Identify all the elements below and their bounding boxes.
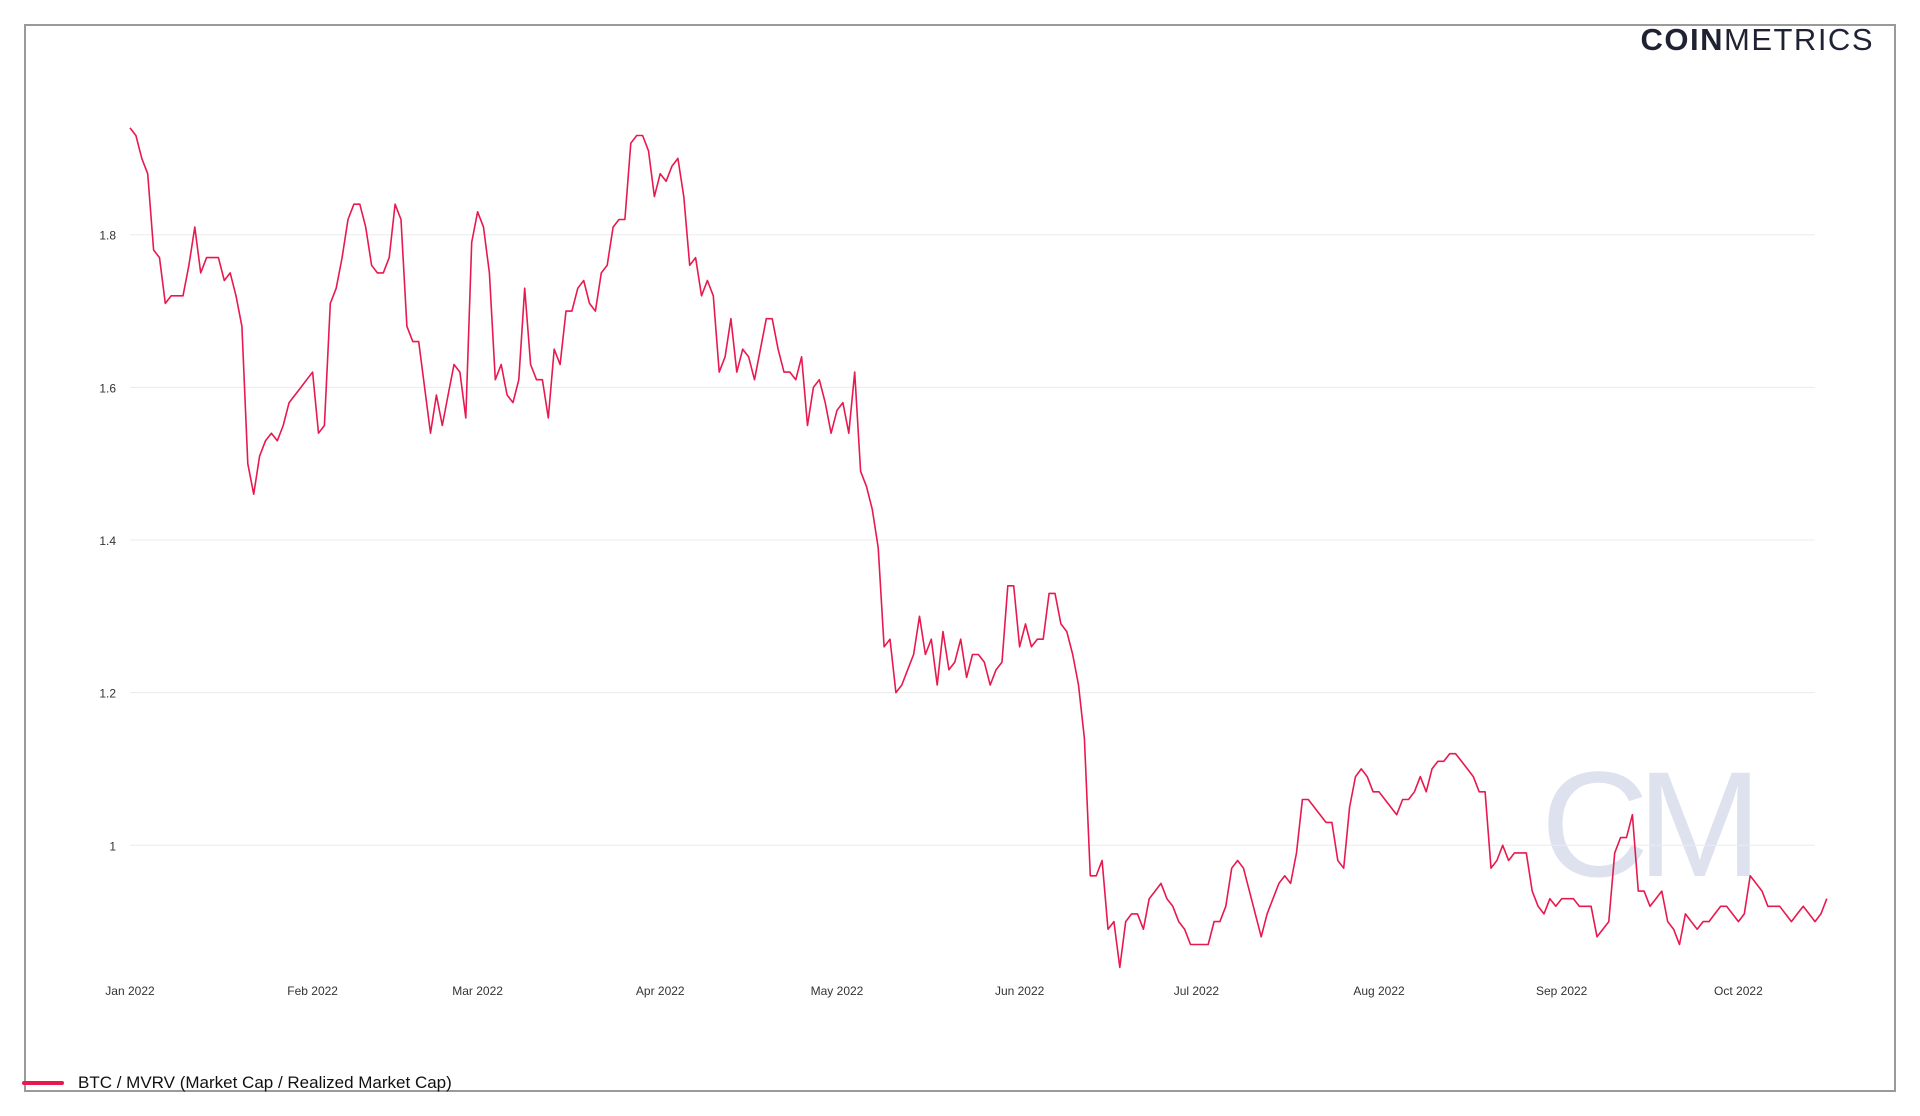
x-tick-label: Sep 2022 — [1536, 984, 1588, 998]
y-tick-label: 1.2 — [99, 687, 116, 701]
series-group — [129, 127, 1828, 969]
logo-light-text: METRICS — [1724, 22, 1874, 57]
x-tick-label: Jan 2022 — [105, 984, 155, 998]
x-tick-label: Jun 2022 — [995, 984, 1045, 998]
y-axis-ticks: 1.8 1.6 1.4 1.2 1 — [99, 229, 116, 854]
y-tick-label: 1 — [109, 839, 116, 853]
legend-label: BTC / MVRV (Market Cap / Realized Market… — [78, 1073, 452, 1092]
chart-frame — [24, 24, 1896, 1092]
x-tick-label: Mar 2022 — [452, 984, 503, 998]
legend-swatch — [22, 1081, 64, 1085]
legend[interactable]: BTC / MVRV (Market Cap / Realized Market… — [22, 1073, 452, 1093]
y-tick-label: 1.6 — [99, 381, 116, 395]
x-tick-label: May 2022 — [811, 984, 864, 998]
y-tick-label: 1.4 — [99, 534, 116, 548]
logo-bold-text: COIN — [1640, 22, 1724, 57]
x-tick-label: Aug 2022 — [1353, 984, 1405, 998]
y-tick-label: 1.8 — [99, 229, 116, 243]
watermark-logo: CM — [1540, 740, 1762, 908]
x-axis-ticks: Jan 2022 Feb 2022 Mar 2022 Apr 2022 May 2022… — [105, 984, 1763, 998]
x-tick-label: Apr 2022 — [636, 984, 685, 998]
x-tick-label: Jul 2022 — [1174, 984, 1220, 998]
series-line-mvrv — [129, 127, 1828, 969]
grid-lines — [130, 234, 1815, 846]
x-tick-label: Feb 2022 — [287, 984, 338, 998]
coinmetrics-logo: COINMETRICS — [1641, 22, 1875, 58]
x-tick-label: Oct 2022 — [1714, 984, 1763, 998]
